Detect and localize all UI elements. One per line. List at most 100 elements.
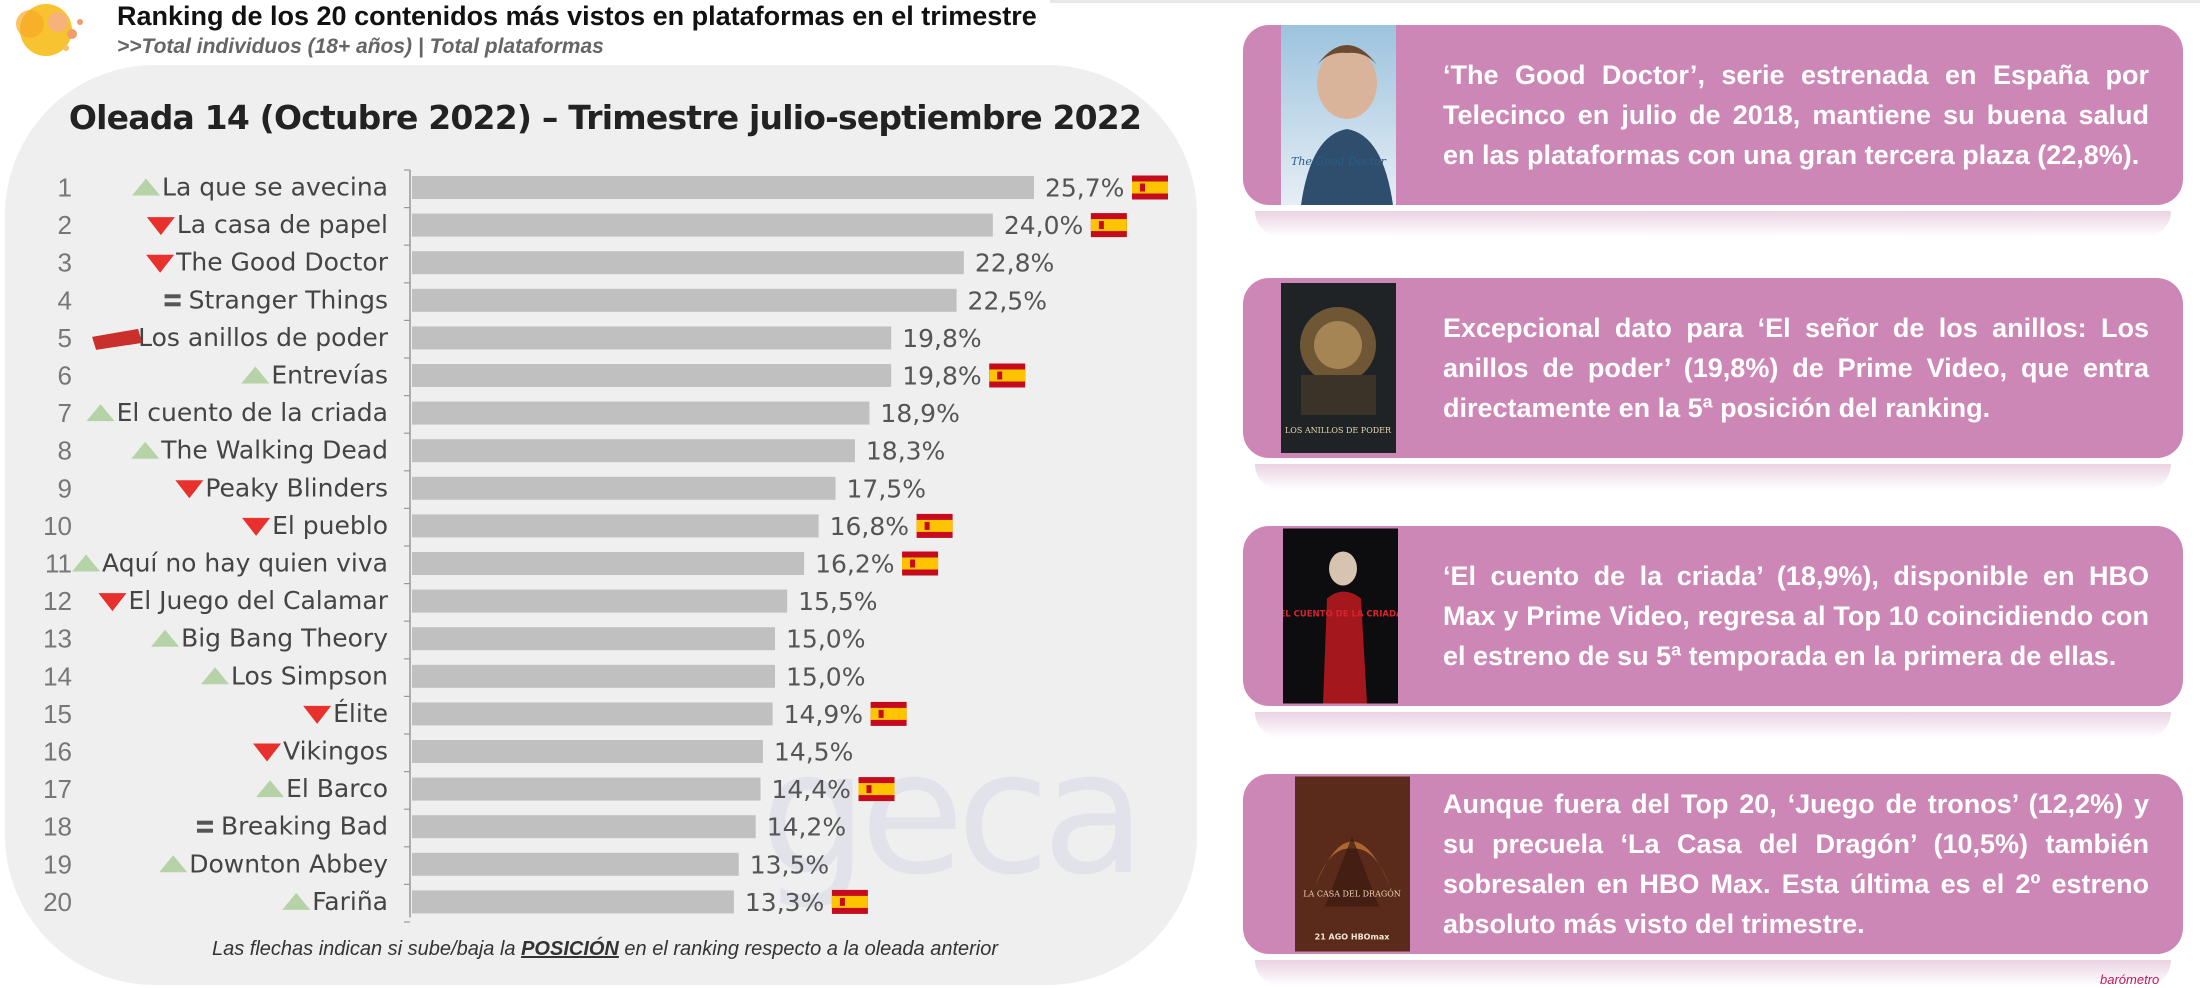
bar <box>412 627 776 651</box>
category-label: Breaking Bad <box>221 812 388 841</box>
rank-label: 6 <box>58 361 72 391</box>
bar <box>412 514 819 538</box>
spain-flag-emblem <box>878 709 884 718</box>
chart-footnote: Las flechas indican si sube/baja la POSI… <box>0 938 1210 961</box>
card-reflection <box>1255 464 2171 490</box>
trend-up-icon <box>201 667 230 685</box>
spain-flag-emblem <box>1140 183 1145 192</box>
spain-flag-stripe <box>1132 181 1168 194</box>
ranking-bar-chart: 1 La que se avecina 25,7% 2 La casa de papel… <box>43 169 1168 923</box>
bar <box>412 702 773 726</box>
category-label: Vikingos <box>283 737 388 766</box>
value-label: 16,8% <box>830 512 909 541</box>
rank-label: 2 <box>58 210 72 240</box>
card-text: Aunque fuera del Top 20, ‘Juego de trono… <box>1443 774 2149 954</box>
rank-label: 5 <box>58 323 72 353</box>
trend-down-icon <box>242 517 271 536</box>
bar <box>412 364 892 387</box>
value-label: 25,7% <box>1045 174 1124 203</box>
house-of-dragon-poster: LA CASA DEL DRAGÓN 21 AGO HBOmax <box>1295 776 1410 952</box>
bar <box>412 552 805 575</box>
rank-label: 11 <box>45 549 72 579</box>
trend-down-icon <box>253 743 282 762</box>
bar <box>412 401 870 425</box>
bar <box>412 213 993 237</box>
trend-up-icon <box>151 629 180 647</box>
bar <box>412 589 788 613</box>
category-label: El pueblo <box>272 511 388 540</box>
category-label: El Barco <box>286 774 388 803</box>
value-label: 14,5% <box>774 738 853 767</box>
spain-flag-emblem <box>839 897 845 906</box>
spain-flag-stripe <box>1090 219 1127 232</box>
category-label: Downton Abbey <box>189 849 388 878</box>
card-text: ‘El cuento de la criada’ (18,9%), dispon… <box>1443 526 2149 706</box>
value-label: 22,5% <box>968 286 1047 315</box>
watermark-logo: geca <box>760 715 1146 913</box>
trend-up-icon <box>159 855 188 873</box>
value-label: 24,0% <box>1004 211 1083 240</box>
top-divider <box>1050 0 2200 3</box>
bar <box>412 251 964 275</box>
trend-down-icon <box>146 217 175 236</box>
page-title: Ranking de los 20 contenidos más vistos … <box>117 1 1037 31</box>
bar <box>412 326 892 350</box>
category-label: La casa de papel <box>177 210 388 239</box>
rings-of-power-poster: LOS ANILLOS DE PODER <box>1281 283 1396 453</box>
trend-up-icon <box>241 366 270 384</box>
poster-footer: 21 AGO HBOmax <box>1315 933 1391 942</box>
rank-label: 8 <box>58 436 72 466</box>
trend-down-icon <box>146 254 175 273</box>
poster-title: The Good Doctor <box>1291 155 1387 168</box>
rank-label: 9 <box>58 473 72 503</box>
card-text-2: Excepcional dato para ‘El señor de los a… <box>1443 313 2149 423</box>
bar <box>412 740 763 763</box>
poster-title: EL CUENTO DE LA CRIADA <box>1283 610 1398 620</box>
rank-label: 15 <box>43 699 72 729</box>
rank-label: 19 <box>43 849 72 879</box>
rank-label: 1 <box>58 173 72 203</box>
good-doctor-poster: The Good Doctor <box>1281 25 1396 205</box>
category-label: Los anillos de poder <box>138 323 389 352</box>
value-label: 19,8% <box>902 362 981 391</box>
card-text-1: ‘The Good Doctor’, serie estrenada en Es… <box>1443 60 2149 170</box>
poster-title: LA CASA DEL DRAGÓN <box>1303 890 1401 899</box>
value-label: 14,2% <box>767 813 846 842</box>
trend-down-icon <box>175 480 204 499</box>
value-label: 15,0% <box>786 625 865 654</box>
spain-flag-emblem <box>910 559 916 568</box>
value-label: 18,3% <box>866 437 945 466</box>
value-label: 19,8% <box>902 324 981 353</box>
rank-label: 13 <box>43 624 72 654</box>
card-reflection <box>1255 211 2171 237</box>
category-label: Entrevías <box>271 361 388 390</box>
category-label: El cuento de la criada <box>117 398 388 427</box>
bar <box>412 476 836 500</box>
trend-equal-icon <box>196 828 213 833</box>
value-label: 13,5% <box>750 850 829 879</box>
trend-up-icon <box>72 554 101 572</box>
rank-label: 12 <box>43 586 72 616</box>
value-label: 14,9% <box>784 700 863 729</box>
card-background <box>1243 25 2183 205</box>
chart-title: Oleada 14 (Octubre 2022) – Trimestre jul… <box>68 98 1142 137</box>
trend-down-icon <box>303 705 332 724</box>
category-label: La que se avecina <box>162 173 388 202</box>
spain-flag-emblem <box>924 521 930 530</box>
handmaids-tale-poster: EL CUENTO DE LA CRIADA <box>1283 528 1398 704</box>
rank-label: 14 <box>43 661 72 691</box>
bar <box>412 439 855 463</box>
category-label: Big Bang Theory <box>181 624 388 653</box>
trend-down-icon <box>98 593 127 612</box>
trend-up-icon <box>132 178 161 196</box>
bar <box>412 176 1034 199</box>
category-label: Los Simpson <box>231 661 388 690</box>
corner-brand-text: barómetro <box>2100 972 2160 987</box>
rank-label: 7 <box>58 398 72 428</box>
spain-flag-stripe <box>870 707 907 720</box>
bar <box>412 815 756 839</box>
poster-title: LOS ANILLOS DE PODER <box>1285 426 1392 435</box>
new-badge-icon <box>92 328 143 350</box>
footnote-pre: Las flechas indican si sube/baja la <box>211 938 522 960</box>
value-label: 15,0% <box>786 662 865 691</box>
